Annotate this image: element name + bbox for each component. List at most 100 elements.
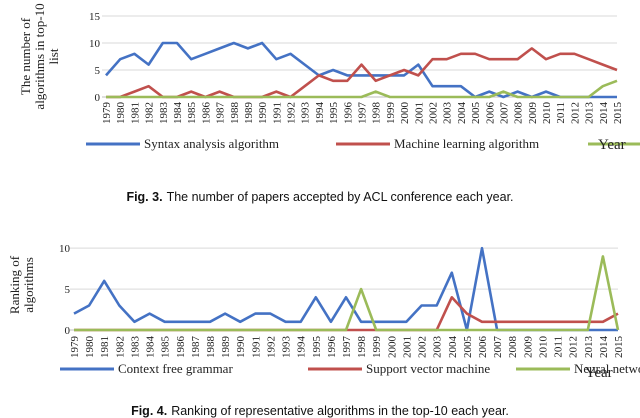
chart-algorithms-count: 0 5 10 15 The number ofalgorithms in top-10l… xyxy=(18,3,640,153)
x-tick-label: 2009 xyxy=(522,336,534,359)
series-line-2 xyxy=(106,47,618,99)
x-tick-label: 2014 xyxy=(598,102,610,125)
y-axis-title-line: Ranking of xyxy=(7,255,22,314)
figure-4-caption-text: Ranking of representative algorithms in … xyxy=(171,404,509,418)
x-tick-label: 1986 xyxy=(200,102,212,125)
x-tick-label: 1997 xyxy=(357,102,369,125)
x-tick-label: 2000 xyxy=(399,102,411,125)
x-tick-label: 1990 xyxy=(235,336,247,359)
x-tick-label: 1989 xyxy=(220,336,232,359)
x-tick-label: 2007 xyxy=(492,336,504,359)
x-tick-label: 1990 xyxy=(257,102,269,125)
x-tick-label: 1994 xyxy=(296,336,308,359)
x-tick-label: 1980 xyxy=(84,336,96,359)
x-tick-label: 1979 xyxy=(69,336,81,359)
x-tick-label: 2010 xyxy=(541,102,553,125)
x-tick-label: 2007 xyxy=(498,102,510,125)
x-tick-label: 1984 xyxy=(172,102,184,125)
x-tick-label: 1994 xyxy=(314,102,326,125)
x-tick-label: 1987 xyxy=(215,102,227,125)
x-tick-label: 1982 xyxy=(144,102,156,124)
series-line-2 xyxy=(74,295,619,332)
y-tick-label: 10 xyxy=(89,38,101,50)
y-axis-title-line: algorithms in top-10 xyxy=(32,3,47,109)
x-tick-label: 1995 xyxy=(328,102,340,125)
x-tick-label: 2013 xyxy=(584,102,596,125)
x-axis-title: Year xyxy=(598,137,626,153)
y-tick-label: 0 xyxy=(95,92,101,104)
x-tick-label: 2009 xyxy=(527,102,539,125)
x-tick-label: 2006 xyxy=(484,102,496,125)
y-axis-title-line: The number of xyxy=(18,17,33,95)
x-tick-label: 2002 xyxy=(417,336,429,358)
figure-3-caption-label: Fig. 3. xyxy=(126,190,163,204)
x-tick-label: 2011 xyxy=(555,102,567,124)
x-tick-label: 2005 xyxy=(470,102,482,125)
x-tick-label: 2000 xyxy=(386,336,398,359)
legend-label: Context free grammar xyxy=(118,361,233,376)
x-tick-label: 1986 xyxy=(175,336,187,359)
y-axis-title-line: algorithms xyxy=(21,257,36,313)
x-tick-label: 1993 xyxy=(281,336,293,359)
x-tick-label: 1983 xyxy=(129,336,141,359)
y-axis-title: The number ofalgorithms in top-10list xyxy=(18,3,61,109)
x-tick-label: 2003 xyxy=(432,336,444,359)
legend-label: Machine learning algorithm xyxy=(394,136,539,151)
y-tick-label: 10 xyxy=(59,243,71,255)
x-tick-label: 1995 xyxy=(311,336,323,359)
x-tick-label: 1980 xyxy=(115,102,127,125)
y-tick-label: 15 xyxy=(89,11,101,23)
legend-label: Support vector machine xyxy=(366,361,490,376)
x-tick-label: 1992 xyxy=(286,102,298,124)
series-line-3 xyxy=(74,255,620,332)
x-tick-label: 2006 xyxy=(477,336,489,359)
x-tick-label: 1992 xyxy=(265,336,277,358)
figure-4-caption-label: Fig. 4. xyxy=(131,404,168,418)
x-tick-label: 2014 xyxy=(598,336,610,359)
x-tick-label: 2008 xyxy=(513,102,525,125)
x-tick-label: 1991 xyxy=(271,102,283,124)
y-tick-label: 5 xyxy=(95,65,101,77)
x-tick-label: 1991 xyxy=(250,336,262,358)
x-tick-label: 2004 xyxy=(456,102,468,125)
x-tick-label: 2008 xyxy=(507,336,519,359)
y-tick-label: 0 xyxy=(65,325,71,337)
figure-3-caption-text: The number of papers accepted by ACL con… xyxy=(166,190,514,204)
x-tick-label: 2011 xyxy=(553,336,565,358)
series-line-3 xyxy=(106,79,618,99)
y-tick-label: 5 xyxy=(65,284,71,296)
x-tick-label: 1988 xyxy=(229,102,241,125)
x-tick-label: 2001 xyxy=(413,102,425,124)
x-tick-label: 1979 xyxy=(101,102,113,125)
x-tick-label: 1999 xyxy=(371,336,383,359)
x-tick-label: 1982 xyxy=(114,336,126,358)
figure-3-caption: Fig. 3. The number of papers accepted by … xyxy=(0,190,640,204)
x-tick-label: 1989 xyxy=(243,102,255,125)
x-tick-label: 1996 xyxy=(326,336,338,359)
x-tick-label: 2004 xyxy=(447,336,459,359)
legend-label: Syntax analysis algorithm xyxy=(144,136,279,151)
x-tick-label: 1985 xyxy=(186,102,198,125)
x-tick-label: 1998 xyxy=(356,336,368,359)
x-tick-label: 2015 xyxy=(613,336,625,359)
x-tick-label: 1997 xyxy=(341,336,353,359)
x-tick-label: 2001 xyxy=(401,336,413,358)
x-tick-label: 1983 xyxy=(158,102,170,125)
x-tick-label: 1981 xyxy=(99,336,111,358)
x-tick-label: 1981 xyxy=(129,102,141,124)
x-tick-label: 1985 xyxy=(160,336,172,359)
x-axis-title: Year xyxy=(585,365,613,381)
y-axis-title: Ranking ofalgorithms xyxy=(7,255,36,314)
x-tick-label: 1996 xyxy=(342,102,354,125)
y-axis-title-line: list xyxy=(46,48,61,64)
x-tick-label: 1984 xyxy=(145,336,157,359)
figure-4-caption: Fig. 4. Ranking of representative algorit… xyxy=(0,404,640,418)
x-tick-label: 1987 xyxy=(190,336,202,359)
x-tick-label: 2003 xyxy=(442,102,454,125)
x-tick-label: 2002 xyxy=(427,102,439,124)
x-tick-label: 2015 xyxy=(612,102,624,125)
x-tick-label: 2005 xyxy=(462,336,474,359)
x-tick-label: 1993 xyxy=(300,102,312,125)
x-tick-label: 1988 xyxy=(205,336,217,359)
